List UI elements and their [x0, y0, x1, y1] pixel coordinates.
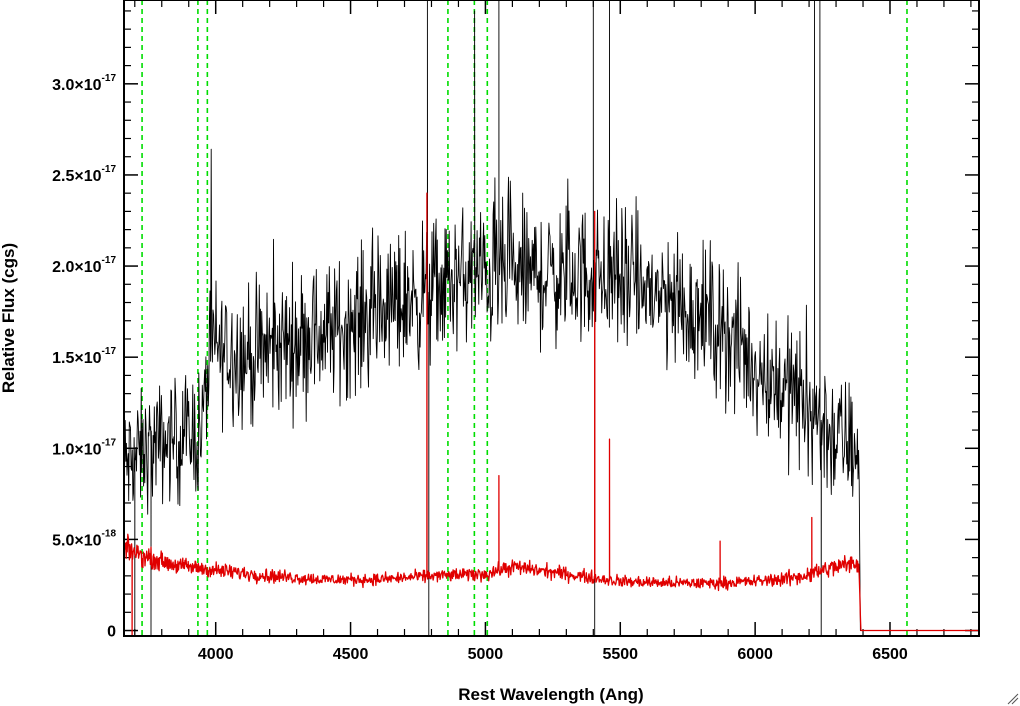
- tick-marks: [124, 0, 979, 636]
- y-tick-label: 0: [107, 624, 116, 641]
- y-tick-label: 2.0×10-17: [52, 255, 116, 276]
- flux-spectrum-line: [123, 0, 979, 637]
- y-tick-label: 1.5×10-17: [52, 346, 116, 367]
- spectrum-series: [123, 0, 980, 637]
- plot-border: [123, 0, 980, 637]
- x-tick-label: 6000: [737, 646, 773, 663]
- resize-grip-icon[interactable]: [1007, 693, 1019, 705]
- x-axis-label: Rest Wavelength (Ang): [458, 685, 643, 704]
- x-tick-label: 4000: [198, 646, 234, 663]
- y-tick-label: 2.5×10-17: [52, 164, 116, 185]
- error-spectrum-line: [123, 192, 980, 637]
- y-axis-label: Relative Flux (cgs): [0, 243, 18, 393]
- y-tick-label: 5.0×10-18: [52, 528, 116, 549]
- x-tick-label: 5000: [468, 646, 504, 663]
- x-tick-label: 5500: [602, 646, 638, 663]
- y-tick-label: 3.0×10-17: [52, 73, 116, 94]
- plot-frame: [123, 0, 980, 637]
- x-tick-label: 4500: [333, 646, 369, 663]
- tick-labels: 4000 4500 5000 5500 6000 6500 0 5.0×10-18 1.0×10…: [52, 73, 908, 663]
- y-tick-label: 1.0×10-17: [52, 437, 116, 458]
- emission-line-markers: [141, 0, 908, 636]
- x-tick-label: 6500: [872, 646, 908, 663]
